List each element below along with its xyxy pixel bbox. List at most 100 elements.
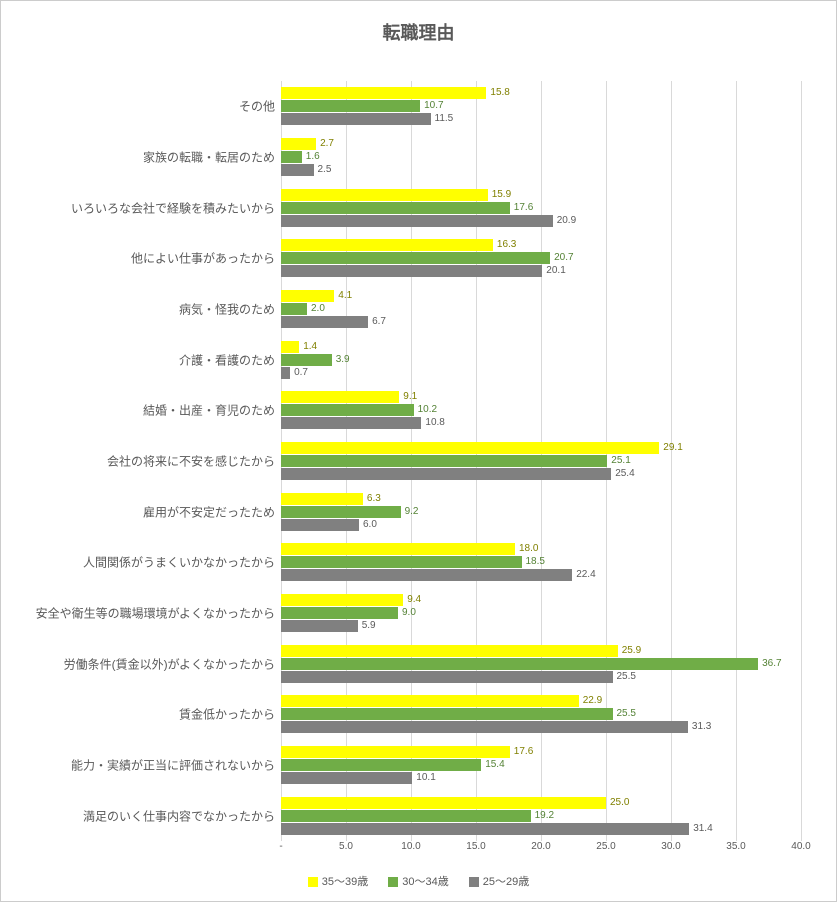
bar-value-label: 25.1	[607, 455, 630, 467]
bar: 16.3	[281, 239, 493, 251]
bar: 18.5	[281, 556, 522, 568]
x-tick-label: 40.0	[791, 841, 810, 852]
legend: 35～39歳 30～34歳 25～29歳	[1, 873, 836, 889]
legend-swatch	[388, 877, 398, 887]
x-tick-label: 10.0	[401, 841, 420, 852]
plot-area: 15.810.711.52.71.62.515.917.620.916.320.…	[281, 81, 801, 841]
bar: 15.8	[281, 87, 486, 99]
bar: 9.2	[281, 506, 401, 518]
bar: 4.1	[281, 290, 334, 302]
bar: 2.7	[281, 138, 316, 150]
bar: 15.9	[281, 189, 488, 201]
bar-value-label: 20.9	[553, 215, 576, 227]
bar: 0.7	[281, 367, 290, 379]
bar-value-label: 9.2	[401, 506, 419, 518]
bar-value-label: 19.2	[531, 810, 554, 822]
category-label: その他	[5, 98, 275, 115]
bar-value-label: 9.4	[403, 594, 421, 606]
bar-value-label: 25.0	[606, 797, 629, 809]
category-label: 介護・看護のため	[5, 351, 275, 368]
bar-value-label: 1.6	[302, 151, 320, 163]
bar-value-label: 22.9	[579, 695, 602, 707]
x-tick-label: 20.0	[531, 841, 550, 852]
category-label: いろいろな会社で経験を積みたいから	[5, 199, 275, 216]
bar-value-label: 10.7	[420, 100, 443, 112]
bar-value-label: 25.5	[613, 671, 636, 683]
bar-value-label: 6.7	[368, 316, 386, 328]
category-label: 他によい仕事があったから	[5, 250, 275, 267]
bar-value-label: 29.1	[659, 442, 682, 454]
category-label: 会社の将来に不安を感じたから	[5, 453, 275, 470]
bar-value-label: 10.1	[412, 772, 435, 784]
bar-value-label: 11.5	[431, 113, 454, 125]
bar-value-label: 18.0	[515, 543, 538, 555]
bar: 2.5	[281, 164, 314, 176]
bar: 31.4	[281, 823, 689, 835]
x-tick-label: 35.0	[726, 841, 745, 852]
bar: 20.1	[281, 265, 542, 277]
gridline	[801, 81, 802, 841]
bar: 17.6	[281, 746, 510, 758]
bar: 31.3	[281, 721, 688, 733]
bar-value-label: 4.1	[334, 290, 352, 302]
gridline	[736, 81, 737, 841]
x-tick-label: 25.0	[596, 841, 615, 852]
bar: 5.9	[281, 620, 358, 632]
legend-label: 30～34歳	[402, 876, 448, 888]
bar-value-label: 22.4	[572, 569, 595, 581]
bar: 6.7	[281, 316, 368, 328]
category-label: 雇用が不安定だったため	[5, 503, 275, 520]
legend-swatch	[308, 877, 318, 887]
bar: 19.2	[281, 810, 531, 822]
bar-value-label: 10.2	[414, 404, 437, 416]
bar: 17.6	[281, 202, 510, 214]
bar-value-label: 2.7	[316, 138, 334, 150]
bar: 9.1	[281, 391, 399, 403]
bar: 25.9	[281, 645, 618, 657]
bar: 22.9	[281, 695, 579, 707]
bar-value-label: 10.8	[421, 417, 444, 429]
bar-value-label: 2.5	[314, 164, 332, 176]
bar-value-label: 18.5	[522, 556, 545, 568]
bar-value-label: 20.1	[542, 265, 565, 277]
bar: 25.4	[281, 468, 611, 480]
legend-swatch	[469, 877, 479, 887]
bar: 1.4	[281, 341, 299, 353]
legend-item: 25～29歳	[469, 873, 529, 889]
bar: 25.0	[281, 797, 606, 809]
category-label: 安全や衛生等の職場環境がよくなかったから	[5, 605, 275, 622]
bar: 9.4	[281, 594, 403, 606]
bar: 25.5	[281, 671, 613, 683]
x-tick-label: 30.0	[661, 841, 680, 852]
bar-value-label: 15.4	[481, 759, 504, 771]
bar-value-label: 5.9	[358, 620, 376, 632]
bar-value-label: 9.0	[398, 607, 416, 619]
bar-value-label: 16.3	[493, 239, 516, 251]
bar: 36.7	[281, 658, 758, 670]
bar-value-label: 2.0	[307, 303, 325, 315]
bar: 6.0	[281, 519, 359, 531]
legend-item: 35～39歳	[308, 873, 368, 889]
bar: 10.8	[281, 417, 421, 429]
chart-title: 転職理由	[1, 1, 836, 55]
chart-container: 転職理由 その他家族の転職・転居のためいろいろな会社で経験を積みたいから他によい…	[0, 0, 837, 902]
bar: 1.6	[281, 151, 302, 163]
x-tick-label: 15.0	[466, 841, 485, 852]
bar: 18.0	[281, 543, 515, 555]
bar-value-label: 9.1	[399, 391, 417, 403]
category-label: 病気・怪我のため	[5, 301, 275, 318]
bar: 10.7	[281, 100, 420, 112]
bar: 25.5	[281, 708, 613, 720]
category-label: 賃金低かったから	[5, 706, 275, 723]
bar-value-label: 31.3	[688, 721, 711, 733]
bar: 29.1	[281, 442, 659, 454]
bar-value-label: 31.4	[689, 823, 712, 835]
legend-label: 25～29歳	[483, 876, 529, 888]
bar: 9.0	[281, 607, 398, 619]
x-tick-label: -	[279, 841, 282, 852]
bar-value-label: 6.0	[359, 519, 377, 531]
category-label: 結婚・出産・育児のため	[5, 402, 275, 419]
legend-label: 35～39歳	[322, 876, 368, 888]
bar-value-label: 3.9	[332, 354, 350, 366]
bar-value-label: 25.5	[613, 708, 636, 720]
